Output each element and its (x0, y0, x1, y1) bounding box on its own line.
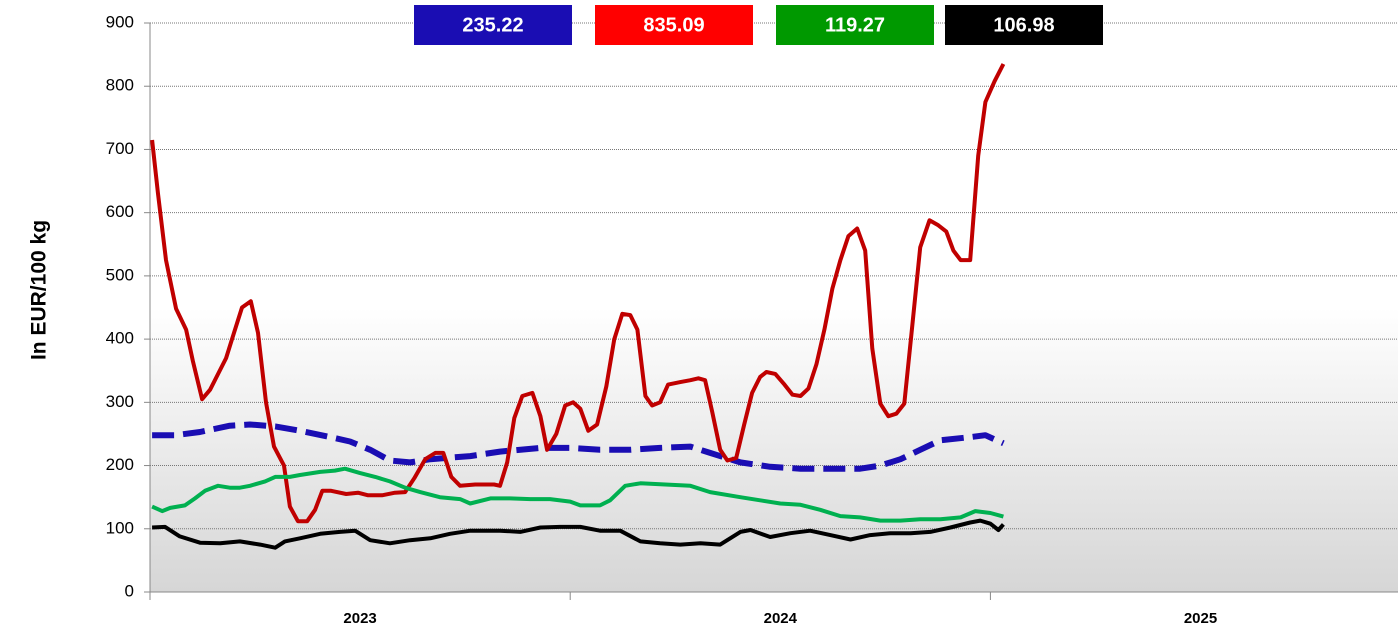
legend-box (414, 5, 572, 45)
series-line (152, 421, 1005, 472)
legend-value: 119.27 (825, 14, 885, 36)
legend-value: 235.22 (462, 14, 523, 36)
x-tick-label: 2025 (1184, 610, 1217, 627)
y-tick-label: 300 (106, 392, 134, 411)
legend-box (945, 5, 1103, 45)
y-tick-label: 0 (125, 581, 134, 600)
legend-box (776, 5, 934, 45)
legend-box (595, 5, 753, 45)
legend-value: 106.98 (993, 14, 1054, 36)
legend-value: 835.09 (643, 14, 704, 36)
series-line (151, 466, 1004, 523)
x-tick-label: 2023 (343, 610, 376, 627)
y-axis-label: In EUR/100 kg (28, 220, 51, 360)
y-tick-label: 800 (106, 76, 134, 95)
y-tick-label: 100 (106, 518, 134, 537)
plot-area (150, 23, 1398, 592)
y-tick-label: 200 (106, 455, 134, 474)
y-tick-label: 900 (106, 12, 134, 31)
y-tick-label: 600 (106, 202, 134, 221)
x-tick-label: 2024 (764, 610, 798, 627)
y-tick-label: 700 (106, 139, 134, 158)
series-line (152, 518, 1005, 550)
y-tick-label: 500 (106, 265, 134, 284)
series-line (150, 63, 1006, 524)
y-tick-label: 400 (106, 329, 134, 348)
